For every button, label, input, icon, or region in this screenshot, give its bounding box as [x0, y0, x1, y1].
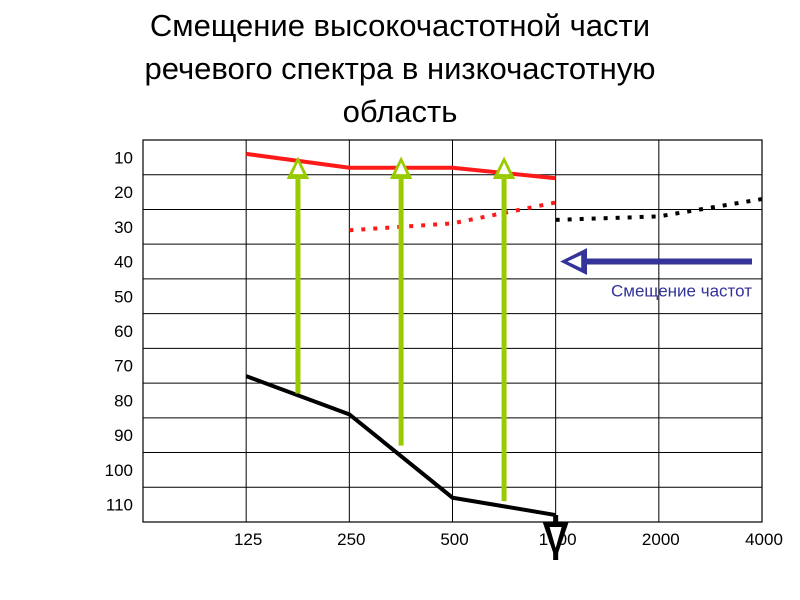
y-tick-label: 10	[114, 148, 133, 167]
y-tick-label: 60	[114, 322, 133, 341]
chart-title-line-1: Смещение высокочастотной части	[149, 8, 651, 43]
y-tick-label: 90	[114, 426, 133, 445]
black-down-arrow-inner	[549, 527, 562, 548]
y-tick-label: 100	[105, 461, 133, 480]
frequency-shift-label: Смещение частот	[611, 282, 752, 301]
chart-grid	[142, 139, 763, 523]
x-tick-label: 500	[440, 530, 468, 549]
shift-arrows	[286, 156, 752, 560]
y-tick-label: 110	[106, 496, 133, 515]
chart-title-line-2: речевого спектра в низкочастотную	[144, 51, 656, 86]
y-axis-labels: 10 20 30 40 50 60 70 80 90 100 110	[105, 148, 133, 514]
x-tick-label: 2000	[642, 530, 680, 549]
y-tick-label: 70	[114, 357, 133, 376]
chart-title-line-3: область	[342, 94, 458, 129]
y-tick-label: 80	[114, 391, 133, 410]
chart-title: Смещение высокочастотной части речевого …	[0, 4, 800, 133]
black-solid-line-3	[245, 374, 556, 518]
x-tick-label: 250	[337, 530, 365, 549]
y-tick-label: 30	[114, 218, 133, 237]
y-tick-label: 50	[114, 287, 133, 306]
y-tick-label: 40	[114, 253, 133, 272]
y-tick-label: 20	[114, 183, 133, 202]
x-tick-label: 4000	[745, 530, 783, 549]
x-axis-labels: 125250500100020004000	[234, 530, 783, 549]
x-tick-label: 125	[234, 530, 262, 549]
